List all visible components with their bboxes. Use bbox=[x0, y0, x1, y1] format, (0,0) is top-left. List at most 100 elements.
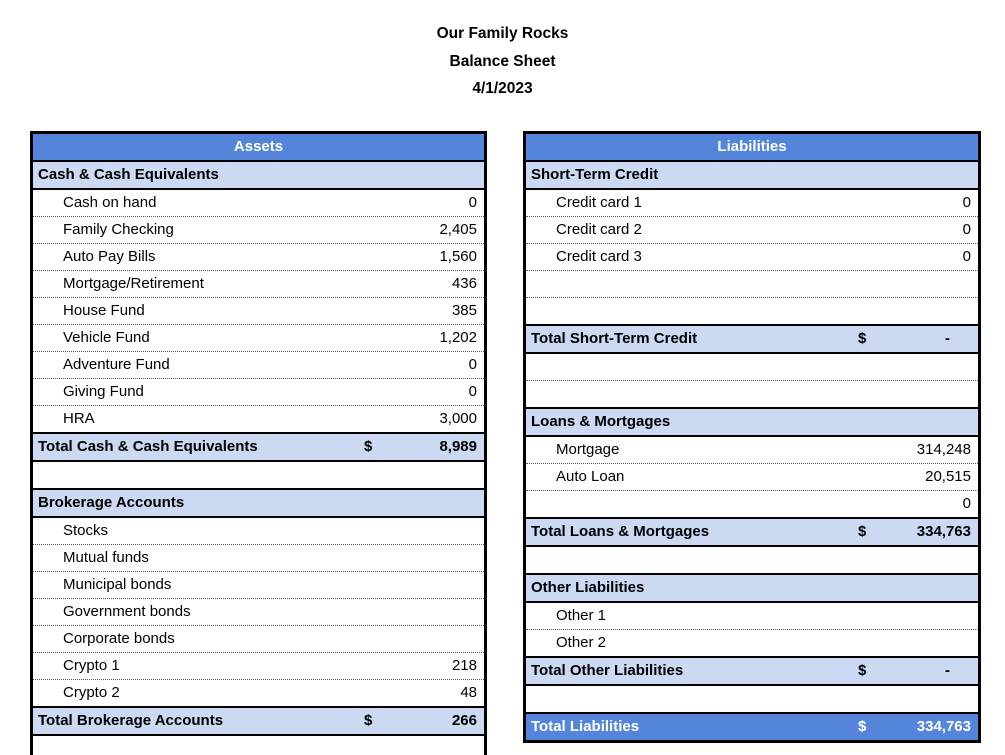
table-row: Mortgage 314,248 bbox=[526, 435, 978, 463]
table-row: Vehicle Fund 1,202 bbox=[33, 324, 484, 351]
row-amount: 2,405 bbox=[439, 221, 477, 238]
row-amount: 0 bbox=[962, 194, 971, 211]
table-row: 0 bbox=[526, 490, 978, 517]
row-amount: 218 bbox=[451, 657, 477, 674]
table-row: Mortgage/Retirement 436 bbox=[33, 270, 484, 297]
table-row: Crypto 1 218 bbox=[33, 652, 484, 679]
table-row bbox=[526, 545, 978, 573]
row-label: Vehicle Fund bbox=[63, 329, 150, 346]
liabilities-table: Liabilities Short-Term Credit Credit card… bbox=[523, 131, 981, 743]
row-amount: 1,202 bbox=[439, 329, 477, 346]
table-row bbox=[526, 270, 978, 297]
row-amount: 20,515 bbox=[925, 468, 971, 485]
table-row: Corporate bonds bbox=[33, 625, 484, 652]
report-date: 4/1/2023 bbox=[472, 80, 533, 97]
row-label: House Fund bbox=[63, 302, 145, 319]
row-label: Short-Term Credit bbox=[531, 166, 659, 183]
table-row: Brokerage Accounts bbox=[33, 488, 484, 516]
row-amount: - bbox=[945, 662, 950, 679]
table-row bbox=[526, 297, 978, 324]
row-label: Cash & Cash Equivalents bbox=[38, 166, 219, 183]
table-row: Total Cash & Cash Equivalents $8,989 bbox=[33, 432, 484, 460]
row-label: Cash on hand bbox=[63, 194, 157, 211]
table-row: Short-Term Credit bbox=[526, 160, 978, 188]
row-label: Mortgage bbox=[556, 441, 620, 458]
row-label: Mutual funds bbox=[63, 549, 149, 566]
row-amount: 0 bbox=[962, 248, 971, 265]
company-name: Our Family Rocks bbox=[436, 25, 569, 42]
table-row: Credit card 2 0 bbox=[526, 216, 978, 243]
row-amount: 3,000 bbox=[439, 410, 477, 427]
table-row: Cash & Cash Equivalents bbox=[33, 160, 484, 188]
table-row bbox=[33, 460, 484, 488]
row-label: Family Checking bbox=[63, 221, 174, 238]
row-label: HRA bbox=[63, 410, 95, 427]
row-label: Credit card 3 bbox=[556, 248, 642, 265]
table-row: Family Checking 2,405 bbox=[33, 216, 484, 243]
row-label: Credit card 1 bbox=[556, 194, 642, 211]
table-row: Other 1 bbox=[526, 601, 978, 629]
liabilities-table-body: Short-Term Credit Credit card 1 0 Credit ca… bbox=[526, 160, 978, 740]
row-label: Credit card 2 bbox=[556, 221, 642, 238]
table-row: Auto Pay Bills 1,560 bbox=[33, 243, 484, 270]
table-row: House Fund 385 bbox=[33, 297, 484, 324]
row-label: Total Liabilities bbox=[531, 718, 640, 735]
row-amount: 266 bbox=[451, 712, 477, 729]
row-label: Government bonds bbox=[63, 603, 191, 620]
row-label: Crypto 1 bbox=[63, 657, 120, 674]
row-label: Municipal bonds bbox=[63, 576, 172, 593]
table-row: Total Brokerage Accounts $266 bbox=[33, 706, 484, 734]
row-amount: 0 bbox=[468, 356, 477, 373]
table-row: Adventure Fund 0 bbox=[33, 351, 484, 378]
currency-symbol: $ bbox=[858, 662, 867, 679]
assets-table: Assets Cash & Cash Equivalents Cash on ha… bbox=[30, 131, 487, 755]
row-amount: 385 bbox=[451, 302, 477, 319]
row-amount: 334,763 bbox=[916, 718, 971, 735]
table-row: Total Loans & Mortgages $334,763 bbox=[526, 517, 978, 545]
row-label: Total Brokerage Accounts bbox=[38, 712, 224, 729]
table-row: Total Other Liabilities $ - bbox=[526, 656, 978, 684]
table-row: Stocks bbox=[33, 516, 484, 544]
table-row: Credit card 3 0 bbox=[526, 243, 978, 270]
currency-symbol: $ bbox=[858, 718, 867, 735]
row-amount: 0 bbox=[962, 221, 971, 238]
report-name: Balance Sheet bbox=[449, 52, 556, 70]
row-amount: 1,560 bbox=[439, 248, 477, 265]
table-row: HRA 3,000 bbox=[33, 405, 484, 432]
row-label: Loans & Mortgages bbox=[531, 413, 671, 430]
table-row: Other 2 bbox=[526, 629, 978, 656]
assets-table-header: Assets bbox=[33, 134, 484, 160]
row-label: Total Short-Term Credit bbox=[531, 330, 698, 347]
table-row bbox=[526, 684, 978, 712]
table-row: Municipal bonds bbox=[33, 571, 484, 598]
row-label: Total Cash & Cash Equivalents bbox=[38, 438, 258, 455]
table-row: Government bonds bbox=[33, 598, 484, 625]
table-row: Total Short-Term Credit $ - bbox=[526, 324, 978, 352]
currency-symbol: $ bbox=[364, 712, 373, 729]
row-label: Stocks bbox=[63, 522, 109, 539]
table-row bbox=[526, 352, 978, 380]
table-row: Other Liabilities bbox=[526, 573, 978, 601]
report-title-block: Our Family Rocks Balance Sheet 4/1/2023 bbox=[0, 20, 1005, 103]
table-row: Cash on hand 0 bbox=[33, 188, 484, 216]
row-amount: 436 bbox=[451, 275, 477, 292]
table-row: Auto Loan 20,515 bbox=[526, 463, 978, 490]
table-row: Giving Fund 0 bbox=[33, 378, 484, 405]
row-label: Other Liabilities bbox=[531, 579, 645, 596]
table-row bbox=[526, 380, 978, 407]
row-amount: 0 bbox=[962, 495, 971, 512]
row-label: Auto Pay Bills bbox=[63, 248, 156, 265]
table-row bbox=[33, 734, 484, 755]
assets-table-body: Cash & Cash Equivalents Cash on hand 0 Fami… bbox=[33, 160, 484, 755]
row-label: Auto Loan bbox=[556, 468, 625, 485]
row-label: Corporate bonds bbox=[63, 630, 175, 647]
row-label: Total Other Liabilities bbox=[531, 662, 684, 679]
row-label: Giving Fund bbox=[63, 383, 144, 400]
row-amount: 0 bbox=[468, 383, 477, 400]
table-row: Crypto 2 48 bbox=[33, 679, 484, 706]
liabilities-table-header: Liabilities bbox=[526, 134, 978, 160]
currency-symbol: $ bbox=[858, 523, 867, 540]
row-amount: 8,989 bbox=[439, 438, 477, 455]
row-label: Adventure Fund bbox=[63, 356, 170, 373]
currency-symbol: $ bbox=[364, 438, 373, 455]
